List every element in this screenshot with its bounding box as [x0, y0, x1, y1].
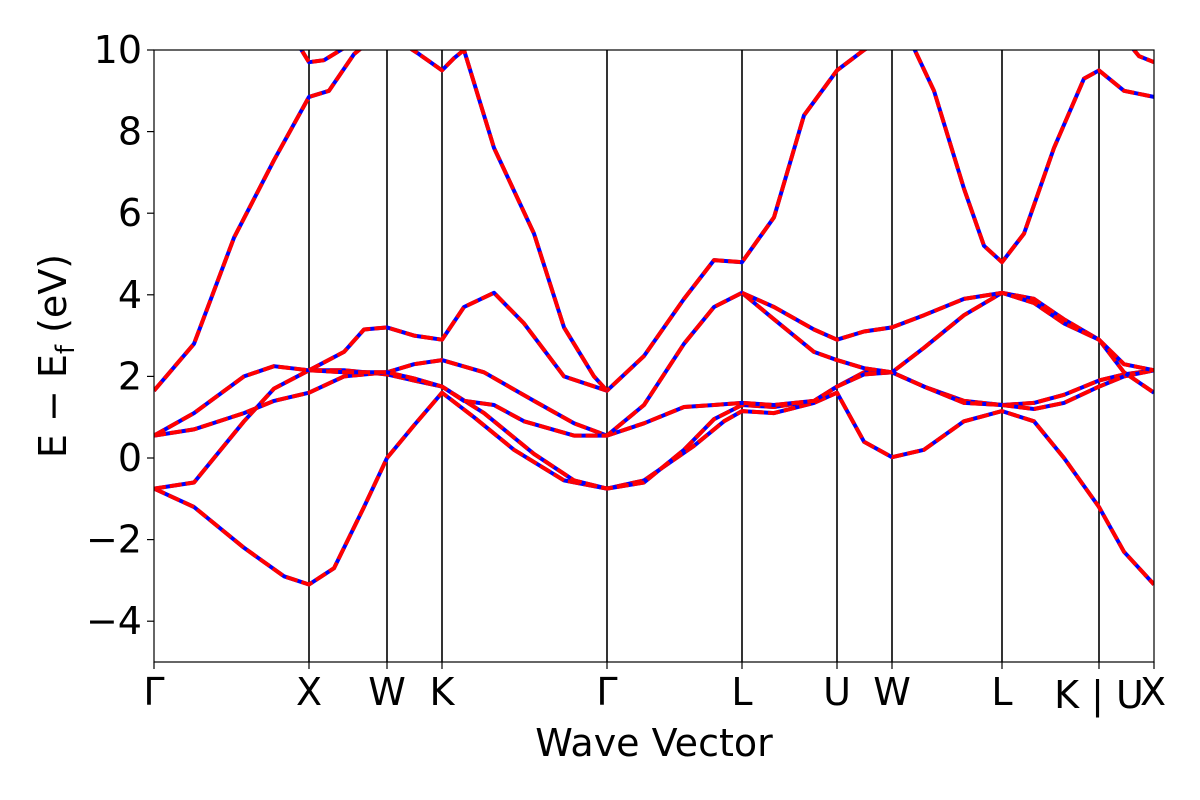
y-axis-title: E − Ef (eV)	[31, 254, 81, 458]
x-tick-label: X	[296, 670, 322, 714]
band-line-dashed	[154, 358, 1154, 438]
y-axis-title-main: E − E	[31, 354, 75, 458]
y-tick-label: 8	[118, 110, 142, 154]
y-tick-label: 10	[94, 28, 142, 72]
band-line-dashed	[299, 50, 345, 65]
band-line-solid	[741, 290, 1154, 373]
high-symmetry-lines	[308, 50, 1100, 662]
band-line-dashed	[308, 50, 868, 393]
x-tick-label: K | U	[1054, 673, 1144, 718]
x-tick-label: L	[731, 670, 752, 714]
x-tick-label: Γ	[596, 670, 617, 714]
x-tick-label: W	[873, 670, 911, 714]
band-lines	[154, 50, 1154, 587]
x-tick-label: W	[368, 670, 406, 714]
plot-frame	[153, 49, 1155, 663]
y-tick-label: −4	[86, 599, 142, 643]
y-axis-title-unit: (eV)	[31, 254, 75, 345]
x-axis-title: Wave Vector	[535, 721, 773, 765]
band-line-dashed	[154, 390, 1154, 587]
band-line-dashed	[154, 290, 1154, 438]
band-line-dashed	[154, 50, 363, 392]
y-tick-label: 2	[118, 354, 142, 398]
band-line-solid	[154, 390, 1154, 587]
x-tick-label: K	[430, 670, 456, 714]
x-tick-label: Γ	[143, 670, 164, 714]
band-line-dashed	[1131, 50, 1154, 65]
y-tick-label: −2	[86, 518, 142, 562]
x-tick-label: X	[1140, 670, 1166, 714]
y-axis-ticks: −4 −2 0 2 4 6 8 10	[86, 28, 154, 643]
y-axis-title-subscript: f	[51, 344, 81, 354]
y-tick-label: 4	[118, 273, 142, 317]
y-tick-label: 6	[118, 191, 142, 235]
band-line-solid	[912, 50, 1154, 265]
band-line-dashed	[741, 290, 1154, 373]
y-tick-label: 0	[118, 436, 142, 480]
x-tick-label: L	[991, 670, 1012, 714]
band-line-dashed	[409, 50, 609, 393]
band-line-dashed	[912, 50, 1154, 265]
band-line-solid	[154, 50, 363, 392]
band-line-solid	[154, 290, 1154, 438]
x-tick-label: U	[823, 670, 851, 714]
